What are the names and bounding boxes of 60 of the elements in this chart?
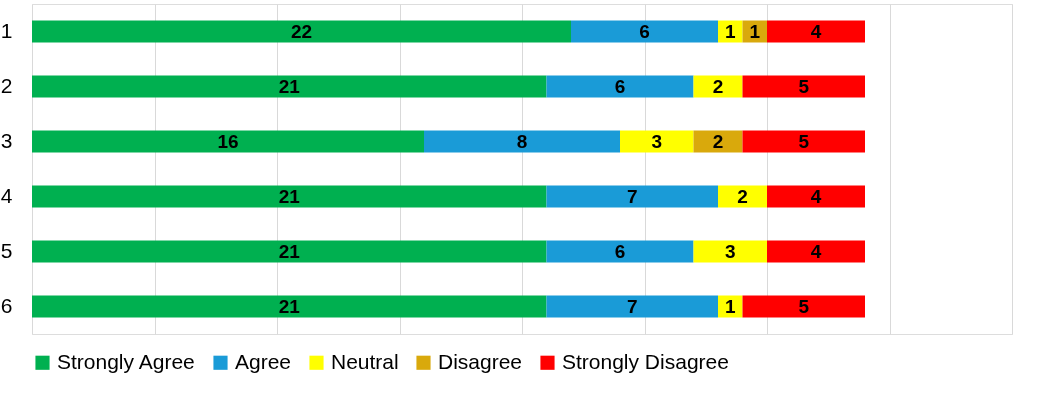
legend-label: Disagree (438, 349, 523, 373)
legend-label: Strongly Agree (57, 349, 195, 373)
data-label: 5 (798, 75, 810, 97)
bar (32, 20, 571, 43)
bar (693, 130, 743, 153)
y-tick-label: 1 (0, 18, 13, 42)
data-label: 2 (737, 185, 748, 207)
data-label: 5 (798, 295, 810, 317)
bar (32, 185, 547, 208)
data-label: 4 (810, 20, 822, 42)
data-label: 21 (278, 240, 301, 262)
bar (742, 75, 865, 98)
data-label: 4 (810, 185, 822, 207)
bar (767, 240, 865, 263)
y-tick-label: 3 (0, 128, 13, 152)
y-tick-label: 4 (0, 183, 13, 207)
bar (571, 20, 718, 43)
data-label: 7 (626, 185, 638, 207)
data-label: 4 (810, 240, 822, 262)
data-label: 2 (712, 130, 724, 152)
legend-label: Strongly Disagree (562, 349, 729, 373)
data-label: 5 (798, 130, 810, 152)
data-label: 16 (217, 130, 239, 152)
data-label: 3 (724, 240, 736, 262)
y-tick-label: 5 (0, 238, 13, 262)
legend-label: Agree (235, 349, 292, 373)
bar (32, 130, 424, 153)
data-label: 1 (749, 20, 761, 42)
data-label: 6 (614, 240, 626, 262)
data-label: 7 (626, 295, 638, 317)
bar (620, 130, 694, 153)
bar (32, 75, 547, 98)
y-tick-label: 6 (0, 293, 13, 317)
data-label: 21 (278, 295, 301, 317)
bar (767, 20, 865, 43)
bar (424, 130, 620, 153)
data-label: 22 (290, 20, 313, 42)
data-label: 1 (724, 20, 736, 42)
data-label: 6 (639, 20, 650, 42)
bar (742, 130, 865, 153)
bar (718, 185, 767, 208)
data-label: 1 (724, 295, 736, 317)
data-label: 2 (712, 75, 724, 97)
bar (546, 240, 694, 263)
y-tick-label: 2 (0, 73, 13, 97)
bar (546, 295, 718, 318)
bar (546, 185, 718, 208)
legend-label: Neutral (331, 349, 399, 373)
data-label: 21 (278, 185, 301, 207)
bar (546, 75, 694, 98)
data-label: 8 (516, 130, 528, 152)
bar (32, 240, 547, 263)
bar (742, 295, 865, 318)
bar (693, 240, 767, 263)
bar (693, 75, 743, 98)
bar (32, 295, 547, 318)
bar (767, 185, 865, 208)
data-label: 21 (278, 75, 301, 97)
data-label: 3 (651, 130, 663, 152)
data-label: 6 (614, 75, 626, 97)
